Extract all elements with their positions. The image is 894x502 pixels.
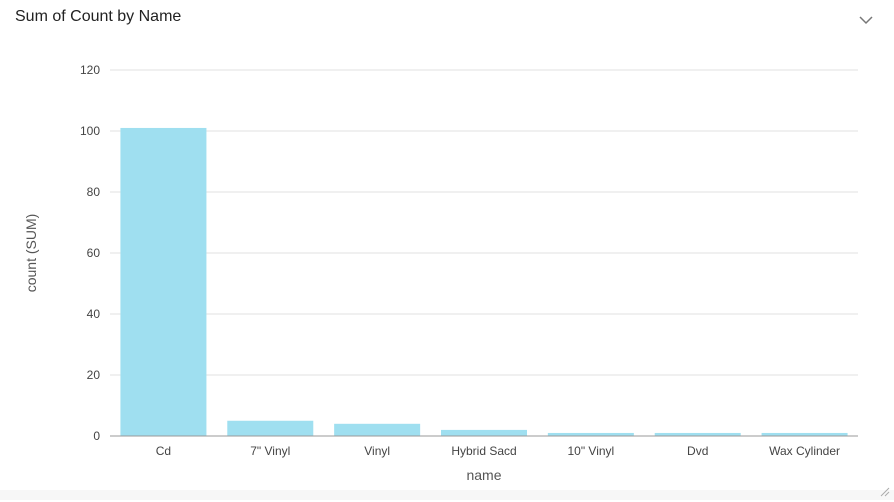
resize-handle-icon[interactable] xyxy=(878,484,890,497)
y-tick-label: 100 xyxy=(80,124,100,138)
y-tick-label: 60 xyxy=(87,246,101,260)
bar[interactable] xyxy=(441,429,527,436)
y-axis-title: count (SUM) xyxy=(23,214,39,293)
y-tick-label: 120 xyxy=(80,63,100,77)
bar[interactable] xyxy=(227,420,314,436)
panel-title: Sum of Count by Name xyxy=(15,8,182,25)
y-tick-label: 20 xyxy=(87,368,101,382)
bar[interactable] xyxy=(547,432,634,436)
bar[interactable] xyxy=(120,127,207,436)
y-tick-label: 0 xyxy=(93,429,100,443)
panel-footer xyxy=(0,490,894,500)
x-tick-label: Hybrid Sacd xyxy=(451,444,516,458)
x-tick-label: Cd xyxy=(156,444,171,458)
y-tick-label: 40 xyxy=(87,307,101,321)
x-axis-title: name xyxy=(466,467,501,483)
x-tick-label: Wax Cylinder xyxy=(769,444,840,458)
bar[interactable] xyxy=(334,423,421,436)
chevron-down-icon[interactable] xyxy=(856,10,876,30)
x-tick-label: Vinyl xyxy=(364,444,390,458)
bar[interactable] xyxy=(761,432,848,436)
x-tick-label: 10" Vinyl xyxy=(567,444,614,458)
x-tick-label: 7" Vinyl xyxy=(250,444,290,458)
y-tick-label: 80 xyxy=(87,185,101,199)
x-tick-label: Dvd xyxy=(687,444,708,458)
bar[interactable] xyxy=(654,432,741,436)
